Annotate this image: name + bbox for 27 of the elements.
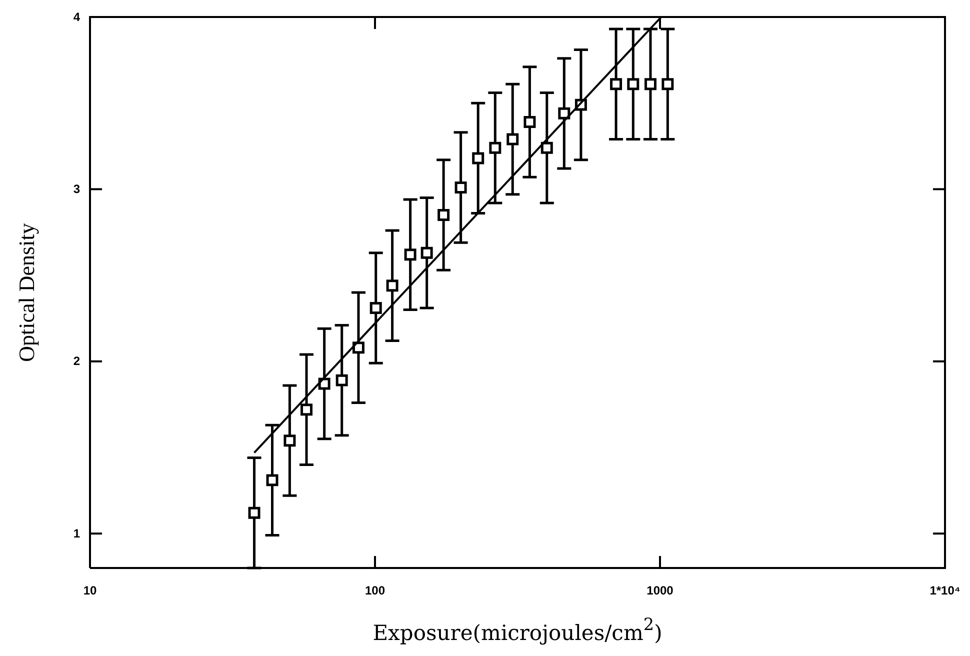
point: [370, 302, 382, 314]
point: [489, 142, 502, 154]
point: [540, 142, 553, 154]
y-tick-label: 2: [73, 354, 80, 368]
x-tick-label: 1*10⁴: [930, 584, 960, 598]
point: [506, 133, 519, 146]
point: [558, 107, 570, 120]
point: [524, 116, 536, 128]
point: [248, 506, 260, 519]
point: [266, 474, 278, 486]
point: [404, 248, 416, 261]
point: [438, 209, 450, 222]
point: [284, 434, 296, 447]
y-tick-label: 3: [73, 182, 80, 196]
x-tick-label: 100: [364, 584, 386, 598]
y-axis-title: Optical Density: [14, 223, 39, 362]
point: [300, 404, 312, 416]
x-tick-label: 1000: [646, 584, 674, 598]
point: [336, 374, 348, 386]
y-tick-label: 4: [73, 10, 80, 24]
point: [386, 280, 398, 292]
x-tick-label: 10: [83, 584, 97, 598]
point: [454, 181, 467, 194]
point: [472, 152, 484, 164]
y-tick-label: 1: [73, 526, 80, 540]
point: [420, 246, 433, 259]
x-axis-title: Exposure(microjoules/cm$^{2}$): [372, 614, 662, 645]
